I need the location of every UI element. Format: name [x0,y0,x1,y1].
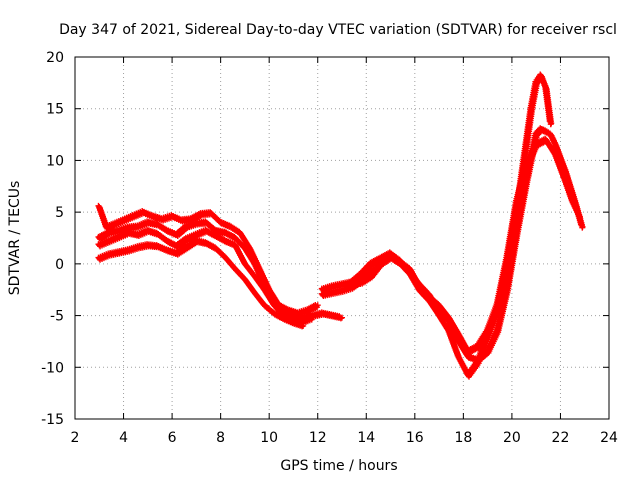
plot-frame [74,56,610,420]
x-tick-label: 12 [309,430,327,446]
y-tick-label: 15 [46,102,64,118]
x-tick-label: 4 [119,430,128,446]
x-tick-label: 6 [168,430,177,446]
x-tick-label: 24 [600,430,618,446]
x-tick-label: 2 [71,430,80,446]
series-track-4 [95,237,307,330]
axis-ticks [74,56,610,420]
y-tick-label: 5 [55,205,64,221]
series-track-2 [95,218,345,322]
x-tick-label: 10 [260,430,278,446]
x-tick-label: 22 [552,430,570,446]
data-point [309,314,316,321]
x-tick-label: 20 [503,430,521,446]
y-tick-label: -15 [41,412,64,428]
y-axis-label: SDTVAR / TECUs [7,181,23,296]
x-tick-label: 16 [406,430,424,446]
series-track-1 [95,202,321,318]
y-tick-label: 20 [46,50,64,66]
y-tick-label: -10 [41,360,64,376]
y-tick-label: 10 [46,153,64,169]
x-tick-label: 8 [216,430,225,446]
data-point [300,322,307,329]
chart-title: Day 347 of 2021, Sidereal Day-to-day VTE… [59,22,617,38]
y-tick-label: -5 [50,309,64,325]
x-tick-label: 14 [357,430,375,446]
data-point [576,214,583,221]
data-point [339,314,345,321]
data-point [314,302,321,309]
x-axis-label: GPS time / hours [280,458,397,474]
data-points [95,71,586,380]
data-point [547,121,554,128]
data-point [579,224,586,231]
x-tick-label: 18 [454,430,472,446]
grid [75,57,609,419]
series-track-7 [347,135,583,356]
y-tick-label: 0 [55,257,64,273]
